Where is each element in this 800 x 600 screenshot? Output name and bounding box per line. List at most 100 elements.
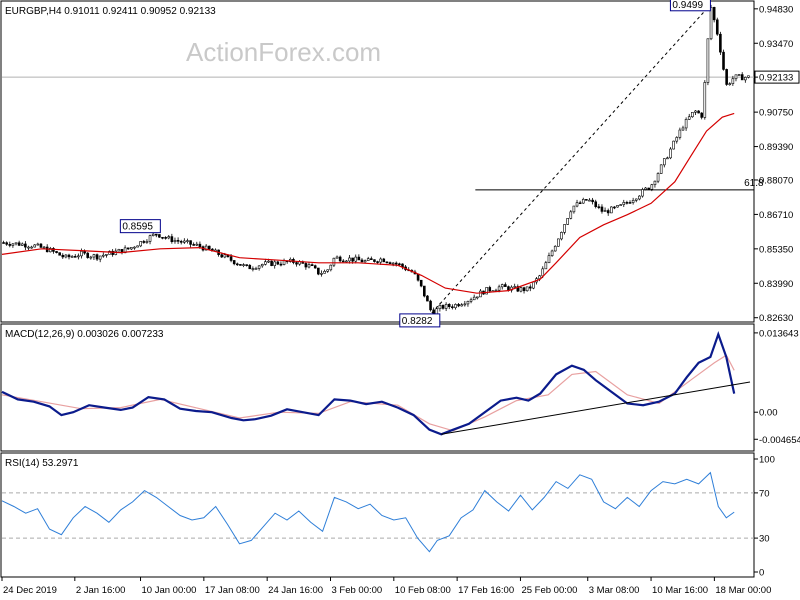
candle-body: [186, 240, 189, 242]
candle-body: [154, 233, 158, 236]
candle-body: [419, 279, 423, 287]
candle-body: [379, 258, 382, 263]
candle-body: [357, 256, 361, 261]
candle-body: [747, 75, 750, 78]
candle-body: [391, 262, 395, 265]
rsi-tick-label: 0: [759, 568, 764, 579]
candle-body: [606, 210, 610, 214]
x-tick-label: 25 Feb 00:00: [521, 585, 577, 596]
candle-body: [728, 83, 732, 85]
candle-body: [638, 195, 641, 200]
candle-body: [426, 295, 429, 302]
price-tick-label: 0.93470: [759, 39, 793, 50]
candle-body: [691, 112, 694, 118]
candle-body: [117, 249, 121, 252]
candle-body: [179, 241, 183, 243]
candle-body: [376, 261, 379, 263]
moving-average-line: [1, 112, 735, 294]
candle-body: [310, 264, 314, 266]
candle-body: [363, 260, 367, 263]
candle-body: [460, 304, 464, 307]
candle-body: [563, 224, 566, 233]
candle-body: [659, 164, 663, 174]
candle-body: [351, 257, 354, 262]
candle-body: [370, 258, 373, 260]
candle-body: [566, 218, 569, 225]
candle-body: [130, 247, 133, 250]
candle-body: [744, 77, 747, 81]
candle-body: [572, 205, 576, 213]
candle-body: [591, 199, 594, 203]
candle-body: [173, 240, 177, 243]
candle-body: [11, 243, 15, 246]
candle-body: [170, 236, 174, 243]
price-title: EURGBP,H4 0.91011 0.92411 0.90952 0.9213…: [5, 6, 216, 17]
candle-body: [722, 51, 725, 70]
candle-body: [700, 112, 703, 118]
rsi-tick-label: 30: [759, 534, 770, 545]
candle-body: [541, 268, 545, 277]
candle-body: [264, 261, 267, 265]
candle-body: [488, 287, 492, 292]
candle-body: [67, 254, 71, 258]
candle-body: [712, 7, 716, 21]
macd-layer: [1, 330, 751, 436]
x-tick-label: 24 Jan 16:00: [268, 585, 323, 596]
candle-body: [656, 173, 660, 182]
candle-body: [335, 256, 339, 259]
candle-body: [267, 260, 270, 263]
price-tick-label: 0.89390: [759, 142, 793, 153]
candle-body: [451, 306, 454, 309]
candle-body: [313, 265, 317, 269]
candle-body: [603, 210, 607, 212]
candle-body: [669, 148, 672, 159]
price-tick-label: 0.85350: [759, 244, 793, 255]
candle-body: [270, 260, 273, 266]
candle-body: [220, 254, 224, 258]
candle-body: [223, 254, 227, 258]
price-annotation-box: [399, 313, 441, 328]
candle-body: [709, 7, 713, 40]
candle-body: [373, 259, 376, 262]
candle-body: [429, 300, 432, 311]
candle-body: [681, 127, 685, 131]
x-tick-label: 17 Jan 08:00: [205, 585, 260, 596]
x-tick-label: 10 Mar 16:00: [652, 585, 708, 596]
macd-line: [1, 330, 736, 436]
x-tick-label: 10 Feb 08:00: [395, 585, 451, 596]
candle-body: [475, 296, 479, 299]
rsi-panel: [0, 452, 755, 578]
candle-body: [519, 287, 523, 292]
candle-body: [550, 250, 554, 256]
candle-body: [588, 199, 591, 202]
price-annotation-label: 0.9499: [672, 0, 703, 11]
candle-body: [610, 206, 613, 214]
candle-body: [641, 189, 644, 197]
candle-body: [613, 206, 616, 209]
candle-body: [507, 286, 510, 291]
axes-layer: 0.94830 0.93470 0.92133 0.90750 0.89390 0.880…: [1, 4, 800, 596]
candle-body: [553, 245, 557, 252]
candle-body: [282, 260, 286, 265]
candle-body: [616, 205, 619, 208]
candle-body: [145, 241, 149, 243]
candle-body: [560, 232, 563, 240]
candle-body: [394, 262, 398, 265]
candle-body: [666, 157, 669, 160]
candle-body: [276, 261, 280, 265]
candle-body: [111, 250, 114, 255]
candle-body: [538, 275, 541, 279]
candle-body: [622, 202, 626, 205]
candle-body: [198, 243, 202, 247]
candle-body: [463, 303, 467, 306]
candle-body: [70, 256, 74, 258]
candle-body: [8, 244, 12, 246]
candle-body: [600, 206, 604, 212]
candle-body: [557, 238, 560, 247]
candle-body: [207, 245, 211, 250]
candle-body: [447, 303, 451, 308]
candle-body: [438, 305, 442, 310]
price-annotation-box: [119, 219, 161, 234]
candle-body: [58, 252, 61, 256]
